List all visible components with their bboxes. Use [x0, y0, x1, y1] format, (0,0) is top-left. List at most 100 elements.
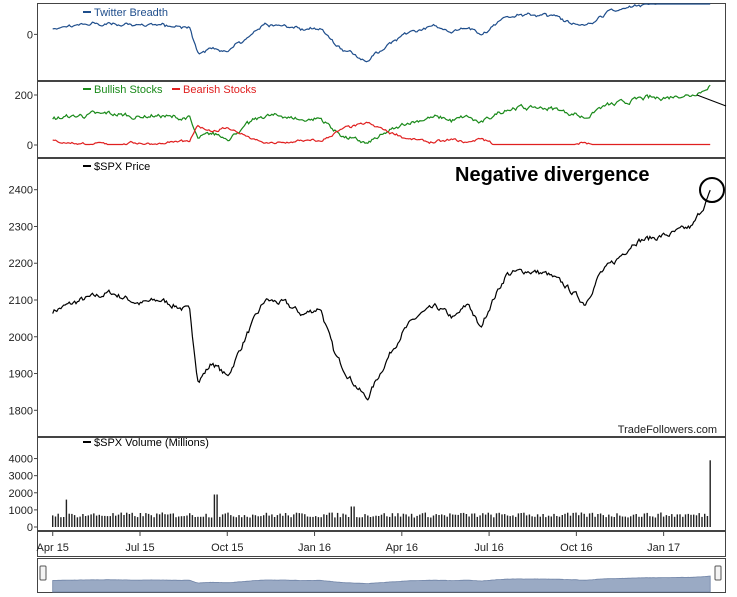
volume-bar: [158, 514, 161, 527]
volume-bar: [473, 513, 476, 527]
volume-bar: [413, 517, 415, 527]
volume-bar: [531, 516, 533, 527]
volume-bar: [386, 516, 388, 527]
volume-bar: [408, 516, 410, 527]
volume-bar: [279, 513, 281, 527]
legend-spx-volume: $SPX Volume (Millions): [94, 437, 209, 449]
volume-bar: [120, 512, 122, 527]
volume-bar: [594, 516, 596, 527]
volume-bar: [68, 513, 70, 527]
volume-bar: [232, 516, 235, 527]
volume-bar: [180, 516, 183, 527]
volume-bar: [449, 513, 451, 527]
volume-bar: [290, 517, 292, 527]
volume-bar: [353, 506, 355, 527]
y-tick-label: 2000: [9, 332, 33, 344]
volume-bar: [117, 514, 120, 527]
legend-twitter-breadth: Twitter Breadth: [94, 7, 168, 19]
volume-bar: [397, 513, 399, 527]
volume-bar: [84, 516, 87, 527]
volume-bar: [334, 517, 336, 527]
volume-bar: [534, 516, 536, 527]
volume-bar: [687, 513, 689, 527]
volume-bar: [525, 515, 528, 527]
volume-bar: [205, 513, 207, 527]
volume-bar: [616, 513, 618, 527]
navigator-handle-left[interactable]: [39, 565, 47, 581]
volume-bar: [350, 506, 352, 527]
panel-bullish-bearish: [37, 81, 726, 158]
volume-bar: [345, 514, 347, 527]
volume-bar: [298, 513, 300, 527]
divergence-circle: [699, 177, 725, 203]
y-tick-label: 2400: [9, 185, 33, 197]
y-tick-label: 1800: [9, 405, 33, 417]
volume-bar: [312, 516, 314, 527]
volume-bar: [115, 515, 117, 527]
volume-bar: [150, 515, 152, 527]
volume-bar: [342, 513, 344, 527]
volume-bar: [613, 517, 615, 527]
volume-bar: [186, 515, 188, 527]
volume-bar: [194, 517, 196, 527]
volume-bar: [142, 516, 144, 527]
volume-bar: [73, 515, 76, 527]
volume-bar: [419, 514, 421, 527]
volume-bar: [610, 516, 613, 527]
volume-bar: [249, 517, 251, 527]
volume-bar: [690, 514, 692, 527]
volume-bar: [336, 512, 339, 527]
volume-bar: [506, 515, 509, 527]
volume-bar: [679, 514, 681, 527]
volume-bar: [676, 514, 678, 527]
volume-bar: [93, 513, 95, 527]
volume-bar: [435, 514, 437, 527]
volume-bar: [567, 512, 569, 527]
volume-bar: [79, 516, 81, 527]
volume-bar: [90, 514, 92, 527]
volume-bar: [95, 515, 98, 527]
volume-bar: [512, 515, 514, 527]
volume-bar: [65, 499, 68, 527]
volume-bar: [82, 514, 84, 527]
panel-twitter-breadth: [37, 3, 726, 81]
volume-bar: [575, 512, 577, 527]
volume-bar: [364, 514, 366, 527]
volume-bar: [139, 513, 142, 527]
volume-bar: [389, 516, 391, 527]
volume-bar: [465, 514, 468, 527]
volume-bar: [410, 513, 413, 527]
volume-bar: [605, 517, 607, 527]
volume-bar: [421, 513, 424, 527]
volume-bar: [131, 512, 133, 527]
volume-bar: [263, 515, 265, 527]
volume-bar: [509, 516, 511, 527]
volume-bar: [175, 517, 177, 527]
volume-bar: [356, 517, 358, 527]
volume-bar: [315, 516, 317, 527]
volume-bar: [662, 516, 665, 527]
volume-bar: [457, 514, 459, 527]
volume-bar: [578, 515, 580, 527]
volume-bar: [441, 514, 443, 527]
y-tick-label: 4000: [9, 454, 33, 466]
volume-bar: [101, 515, 103, 527]
volume-bar: [542, 514, 544, 527]
volume-bar: [452, 514, 454, 527]
volume-bar: [301, 513, 303, 527]
y-tick-label: 0: [27, 522, 33, 534]
volume-bar: [238, 515, 240, 527]
panel-spx-volume: [37, 437, 726, 531]
volume-bar: [454, 514, 457, 527]
navigator-handle-right[interactable]: [714, 565, 722, 581]
spx-price-line: [52, 189, 711, 401]
volume-bar: [547, 515, 550, 527]
volume-bar: [643, 513, 646, 527]
volume-bar: [430, 517, 432, 527]
volume-bar: [399, 516, 402, 527]
volume-bar: [416, 515, 418, 527]
volume-bar: [112, 513, 114, 527]
volume-bar: [501, 514, 503, 527]
divergence-trendline: [696, 94, 727, 107]
volume-bar: [586, 516, 588, 527]
